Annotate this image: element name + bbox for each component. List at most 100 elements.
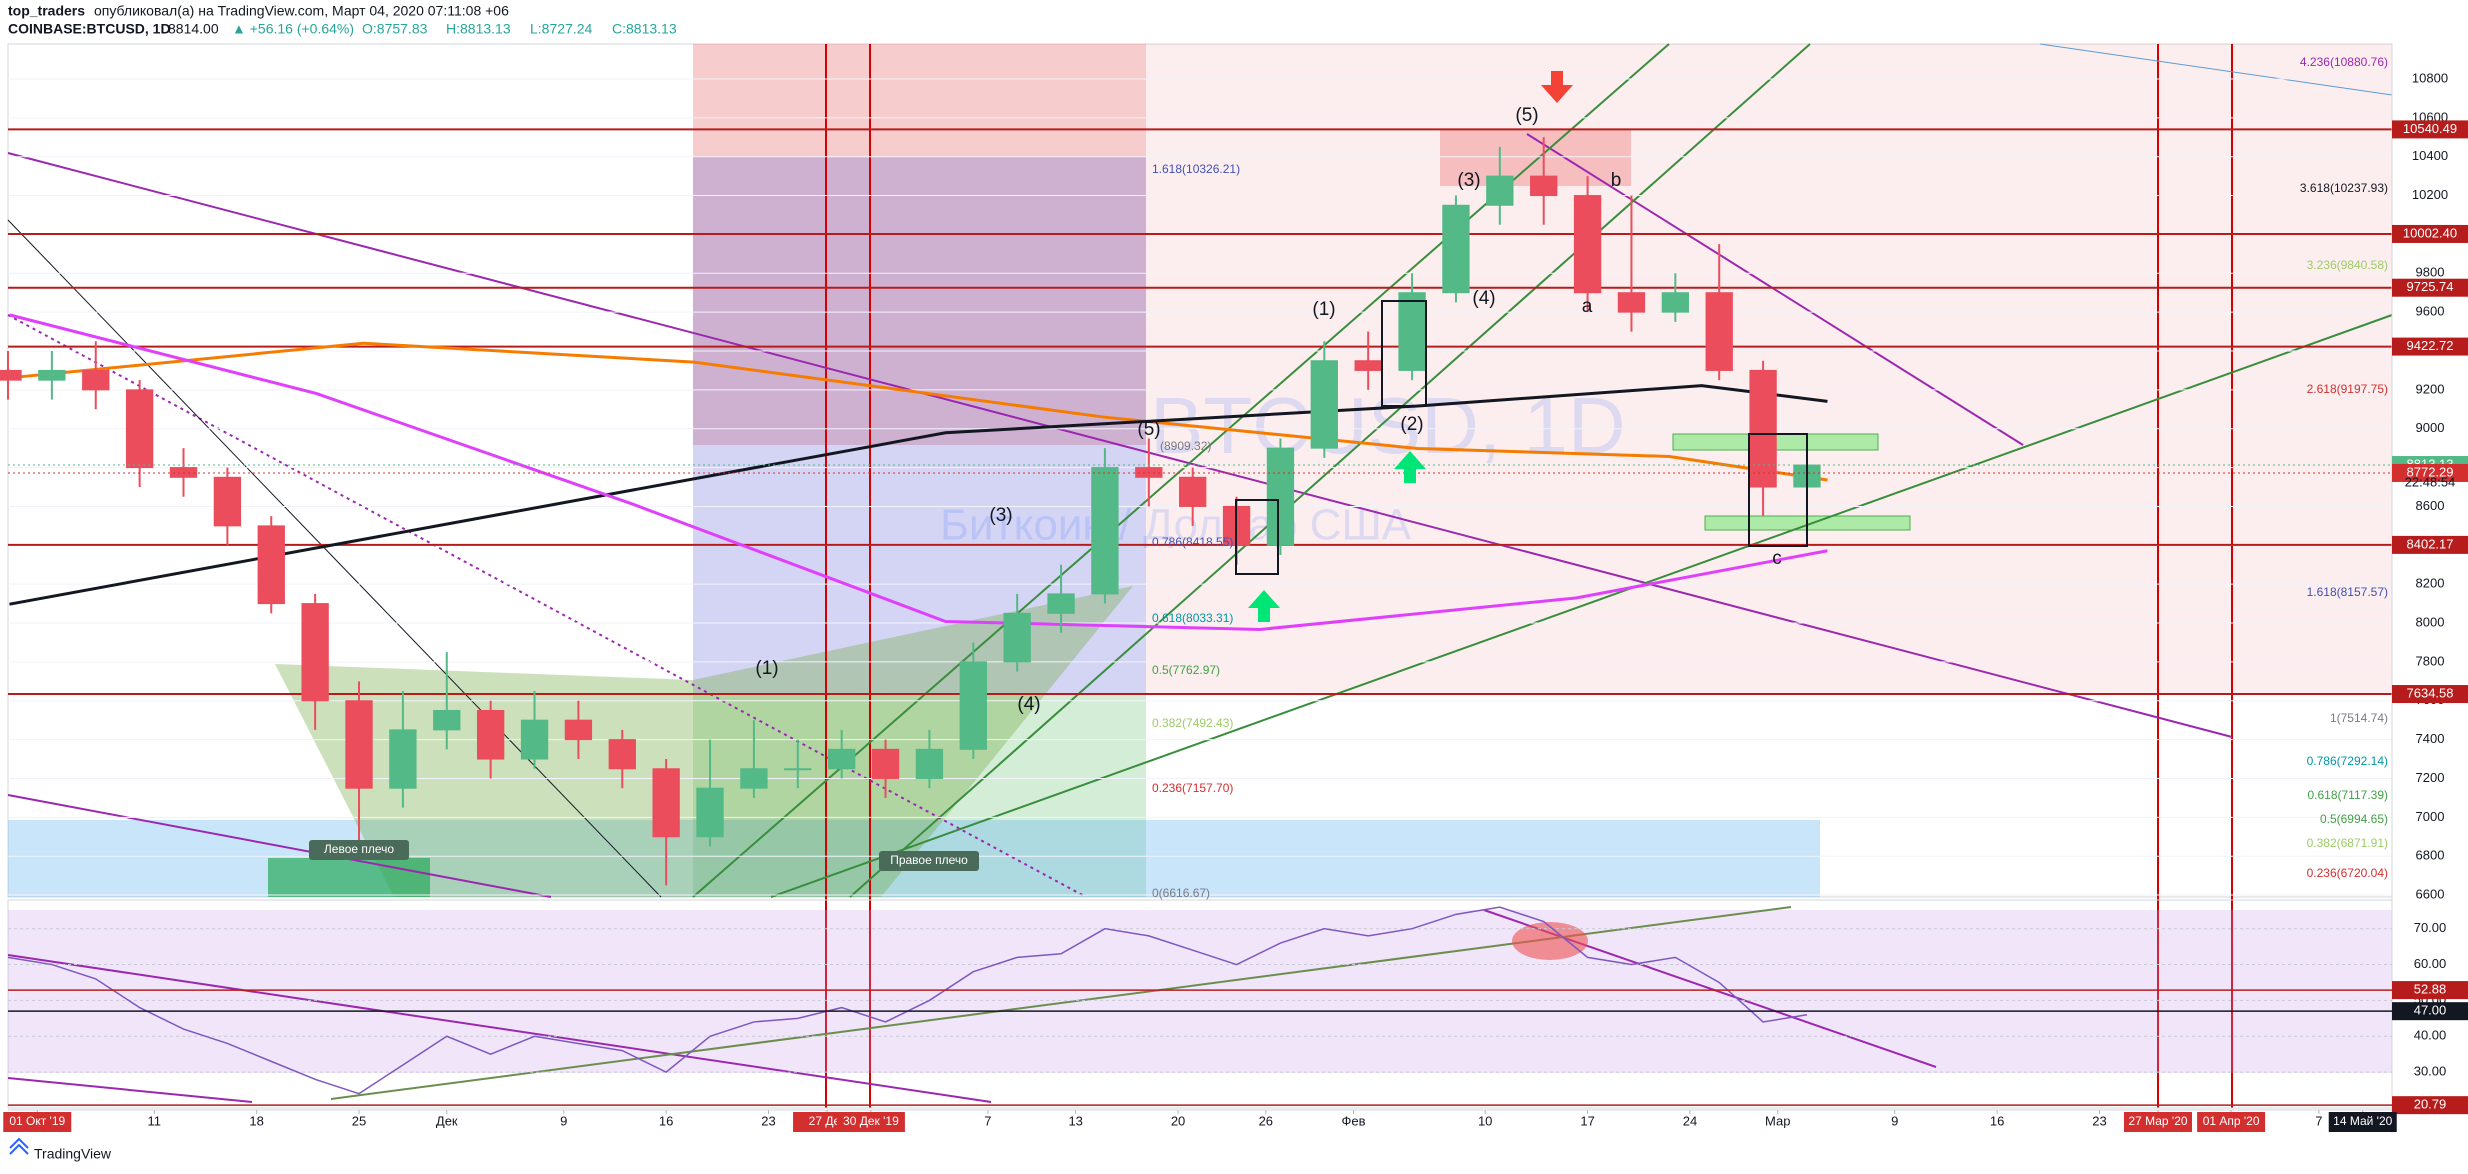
candle-body bbox=[1266, 447, 1295, 546]
y-tick-label: 6800 bbox=[2416, 848, 2445, 863]
rsi-tick-label: 40.00 bbox=[2414, 1028, 2447, 1043]
rsi-level-box bbox=[2392, 981, 2468, 1000]
fib-label: 2.618(9197.75) bbox=[2307, 382, 2388, 396]
x-tick-label: 17 bbox=[1580, 1113, 1594, 1128]
level-label: 8402.17 bbox=[2407, 536, 2454, 551]
trend-line bbox=[7, 794, 552, 898]
logo bbox=[9, 1137, 29, 1155]
trend-line bbox=[2039, 43, 2393, 96]
x-label-box bbox=[3, 1112, 72, 1132]
wave-label: a bbox=[1582, 296, 1593, 317]
published: опубликовал(а) на TradingView.com, Март … bbox=[94, 3, 509, 19]
x-tick-label: 20 bbox=[1171, 1113, 1185, 1128]
x-label-box bbox=[2328, 1112, 2397, 1132]
candle-body bbox=[608, 739, 636, 770]
pattern-shape bbox=[275, 586, 1133, 897]
fib-label: 0.236(7157.70) bbox=[1152, 781, 1233, 795]
candle-body bbox=[1310, 360, 1338, 449]
candle-body bbox=[1617, 292, 1646, 313]
candle-body bbox=[1354, 360, 1382, 371]
candle-body bbox=[389, 729, 417, 789]
rsi-level-label: 52.88 bbox=[2414, 982, 2447, 997]
wave-label: c bbox=[1772, 548, 1782, 569]
rsi-level-label: 47.00 bbox=[2414, 1003, 2447, 1018]
candle-body bbox=[1398, 292, 1426, 371]
candle-body bbox=[871, 748, 900, 779]
arrow-up bbox=[1394, 451, 1426, 483]
y-tick-label: 9200 bbox=[2416, 381, 2445, 396]
trend-line bbox=[7, 954, 992, 1103]
y-tick-label: 8600 bbox=[2416, 498, 2445, 513]
box bbox=[1235, 499, 1279, 575]
fib-label: 3.618(10237.93) bbox=[2300, 181, 2388, 195]
candle-body bbox=[959, 661, 987, 750]
trend-line bbox=[7, 314, 1087, 898]
trend-line bbox=[7, 1077, 253, 1103]
x-tick-label: 16 bbox=[659, 1113, 673, 1128]
y-tick-label: 7000 bbox=[2416, 809, 2445, 824]
candle-body bbox=[1749, 369, 1777, 488]
shoulder-box bbox=[309, 840, 409, 860]
x-label-box bbox=[2123, 1112, 2192, 1132]
box bbox=[1748, 433, 1808, 547]
x-tick-label: 9 bbox=[560, 1113, 567, 1128]
x-tick-label: 13 bbox=[1068, 1113, 1082, 1128]
trend-line bbox=[770, 314, 2393, 898]
level-label: 10002.40 bbox=[2403, 225, 2457, 240]
shoulder-label: Правое плечо bbox=[890, 853, 968, 867]
fib-label: 0(6616.67) bbox=[1152, 886, 1210, 900]
y-tick-label: 8000 bbox=[2416, 614, 2445, 629]
candle-body bbox=[1530, 175, 1558, 197]
x-tick-label: 23 bbox=[761, 1113, 775, 1128]
x-tick-label: 11 bbox=[148, 1113, 162, 1128]
level-label-box bbox=[2392, 337, 2468, 356]
rsi-tick-label: 60.00 bbox=[2414, 956, 2447, 971]
fib-label: 0.5(7762.97) bbox=[1152, 663, 1220, 677]
x-label-box bbox=[2197, 1112, 2266, 1132]
level-label: 10540.49 bbox=[2403, 121, 2457, 136]
trend-line bbox=[7, 219, 662, 898]
x-tick-label: 16 bbox=[1990, 1113, 2004, 1128]
y-tick-label: 7800 bbox=[2416, 653, 2445, 668]
y-tick-label: 9600 bbox=[2416, 304, 2445, 319]
candle-body bbox=[1091, 467, 1119, 595]
x-tick-label: 9 bbox=[1891, 1113, 1898, 1128]
y-tick-label: 7400 bbox=[2416, 731, 2445, 746]
wave-label: (4) bbox=[1017, 694, 1040, 715]
level-label-box bbox=[2392, 278, 2468, 297]
y-tick-label: 10400 bbox=[2412, 148, 2448, 163]
x-tick-label: 23 bbox=[2092, 1113, 2106, 1128]
candle-body bbox=[345, 700, 373, 789]
rsi-tick-label: 70.00 bbox=[2414, 920, 2447, 935]
moving-average bbox=[9, 384, 1828, 606]
wave-label: (2) bbox=[1400, 414, 1423, 435]
arrow-up bbox=[1248, 590, 1280, 622]
fib-label: 0.786(7292.14) bbox=[2307, 754, 2388, 768]
fib-label: 0.236(6720.04) bbox=[2307, 866, 2388, 880]
header-change: ▲ +56.16 (+0.64%) bbox=[232, 21, 354, 37]
fib-label: 4.236(10880.76) bbox=[2300, 55, 2388, 69]
y-tick-label: 7200 bbox=[2416, 770, 2445, 785]
candle-body bbox=[1442, 204, 1470, 294]
shoulder-label: Левое плечо bbox=[324, 842, 394, 856]
fib-label: 0.618(7117.39) bbox=[2307, 788, 2388, 802]
candle-body bbox=[125, 389, 154, 469]
x-tick-label: 14 Май '20 bbox=[2333, 1114, 2392, 1128]
candle-body bbox=[915, 748, 944, 779]
wave-label: (5) bbox=[1137, 419, 1160, 440]
zone bbox=[1146, 44, 2392, 693]
candle-body bbox=[1705, 292, 1733, 371]
candle-body bbox=[828, 748, 856, 770]
candle-body bbox=[1135, 467, 1163, 478]
y-tick-label: 9000 bbox=[2416, 420, 2445, 435]
wave-label: (1) bbox=[755, 658, 778, 679]
x-tick-label: 7 bbox=[984, 1113, 991, 1128]
fib-label: 0.382(7492.43) bbox=[1152, 716, 1233, 730]
candle-body bbox=[82, 369, 110, 391]
x-tick-label: 18 bbox=[249, 1113, 263, 1128]
x-tick-label: 25 bbox=[352, 1113, 366, 1128]
rsi-tick-label: 30.00 bbox=[2414, 1064, 2447, 1079]
candle-body bbox=[652, 768, 680, 838]
header-high: H:8813.13 bbox=[446, 21, 511, 37]
